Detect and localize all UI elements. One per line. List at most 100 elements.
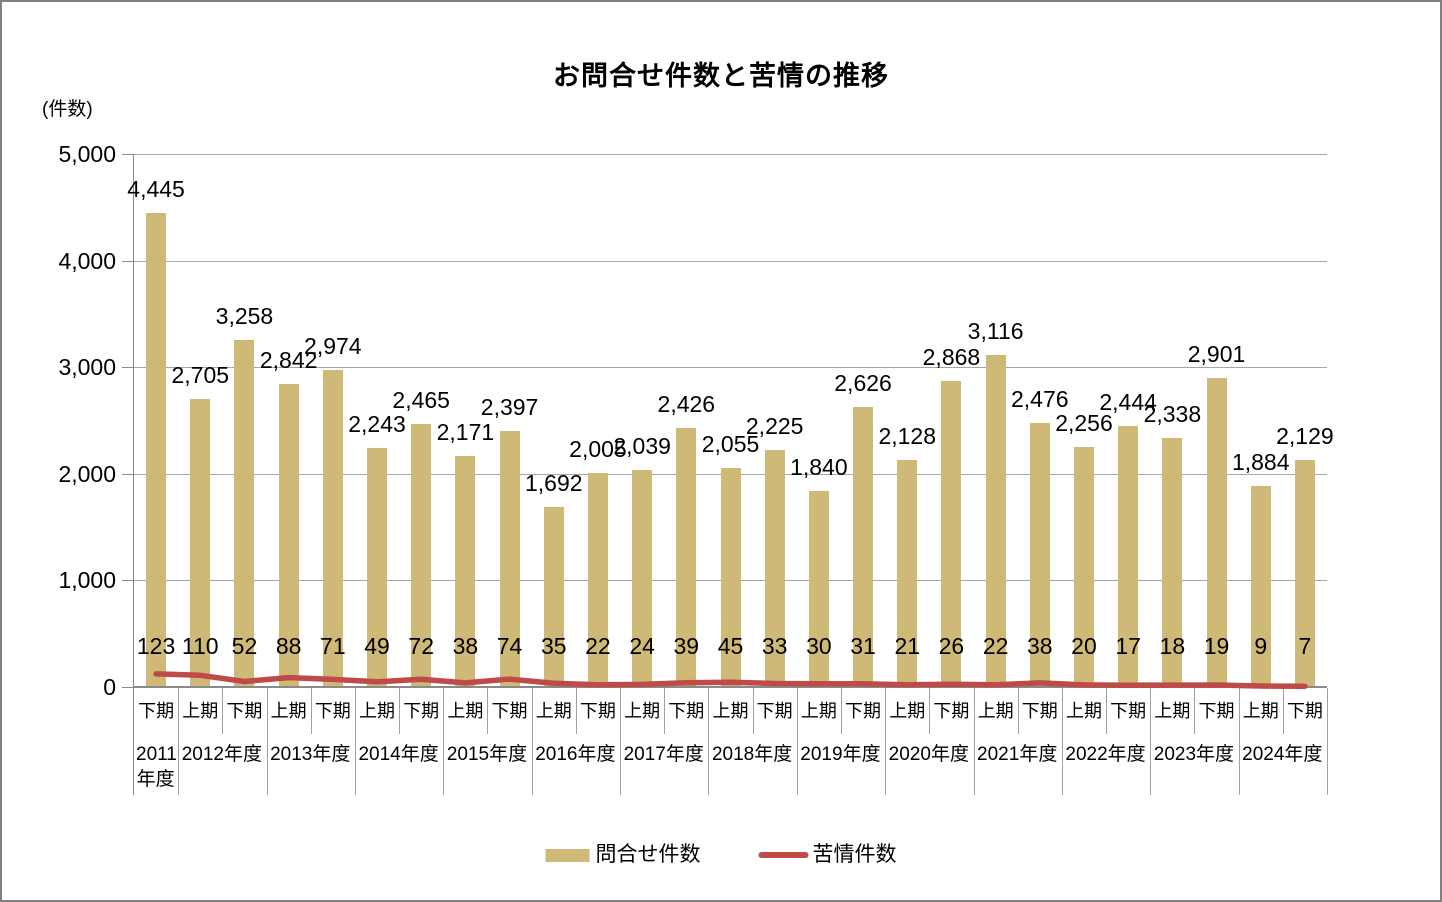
period-label: 下期 xyxy=(668,701,705,721)
bar xyxy=(676,428,697,687)
period-separator xyxy=(841,688,842,734)
complaint-value-label: 39 xyxy=(673,633,700,659)
bar-value-label: 2,476 xyxy=(1011,386,1069,413)
y-axis-tick xyxy=(122,474,134,475)
y-axis-tick-label: 5,000 xyxy=(58,141,116,167)
bar-value-label: 2,842 xyxy=(259,347,318,374)
bar xyxy=(411,424,432,687)
bar-value-label: 2,868 xyxy=(922,344,981,371)
y-axis-tick xyxy=(122,687,134,688)
period-label: 上期 xyxy=(624,701,661,721)
period-label: 上期 xyxy=(182,701,219,721)
year-separator xyxy=(355,688,356,795)
complaint-value-label: 35 xyxy=(540,633,567,659)
complaint-value-label: 22 xyxy=(982,633,1009,659)
bar xyxy=(764,449,785,687)
period-label: 上期 xyxy=(359,701,395,721)
bar xyxy=(367,447,388,687)
year-label: 2019年度 xyxy=(800,744,881,765)
y-axis-tick-label: 0 xyxy=(103,674,116,700)
complaint-value-label: 72 xyxy=(408,633,434,659)
bar xyxy=(941,381,962,687)
period-separator xyxy=(222,688,223,734)
y-axis-tick xyxy=(122,367,134,368)
period-label: 下期 xyxy=(933,701,970,721)
year-label: 2014年度 xyxy=(358,744,439,765)
bar-value-label: 2,129 xyxy=(1276,423,1334,450)
period-separator xyxy=(487,688,488,734)
y-axis-tick xyxy=(122,261,134,262)
legend-label-inquiries: 問合せ件数 xyxy=(595,843,701,866)
period-separator xyxy=(1194,688,1195,734)
bar-series-swatch-icon xyxy=(545,848,590,862)
year-label: 2021年度 xyxy=(977,744,1058,765)
bar-value-label: 2,225 xyxy=(745,412,804,439)
period-separator xyxy=(753,688,754,734)
period-label: 下期 xyxy=(403,701,440,721)
year-label: 2018年度 xyxy=(711,744,793,765)
complaint-value-label: 7 xyxy=(1298,633,1312,659)
y-axis-tick xyxy=(122,580,134,581)
bar-value-label: 2,039 xyxy=(613,432,671,459)
bar xyxy=(985,354,1006,687)
complaint-value-label: 38 xyxy=(452,633,479,659)
legend: 問合せ件数 苦情件数 xyxy=(545,842,897,868)
bar xyxy=(190,398,211,687)
bar xyxy=(234,339,255,687)
bar xyxy=(808,490,829,687)
bar xyxy=(455,455,476,687)
period-label: 下期 xyxy=(1286,701,1323,721)
period-separator xyxy=(399,688,400,734)
year-separator xyxy=(708,688,709,795)
y-axis-tick-label: 3,000 xyxy=(58,354,116,380)
period-label: 上期 xyxy=(977,701,1014,721)
complaint-value-label: 88 xyxy=(275,633,302,659)
period-label: 下期 xyxy=(1198,701,1235,721)
bar-value-label: 3,258 xyxy=(215,302,274,329)
period-label: 下期 xyxy=(138,701,175,721)
bar xyxy=(897,460,918,687)
year-label: 2012年度 xyxy=(181,744,262,765)
complaint-value-label: 20 xyxy=(1071,633,1097,659)
bar-value-label: 3,116 xyxy=(967,317,1024,344)
period-separator xyxy=(1283,688,1284,734)
y-axis-tick xyxy=(122,154,134,155)
complaint-value-label: 26 xyxy=(938,633,965,659)
period-label: 上期 xyxy=(800,701,837,721)
complaint-value-label: 123 xyxy=(136,633,176,659)
complaint-value-label: 24 xyxy=(629,633,655,659)
period-label: 上期 xyxy=(889,701,926,721)
gridline xyxy=(134,367,1327,368)
complaint-value-label: 31 xyxy=(850,633,876,659)
x-axis-line xyxy=(134,686,1327,688)
period-label: 下期 xyxy=(314,701,351,721)
period-separator xyxy=(311,688,312,734)
bar xyxy=(720,467,741,687)
bar xyxy=(1118,426,1139,687)
legend-item-inquiries: 問合せ件数 xyxy=(545,842,701,868)
period-separator xyxy=(664,688,665,734)
year-label: 2013年度 xyxy=(270,744,351,765)
period-label: 下期 xyxy=(756,701,793,721)
complaint-value-label: 110 xyxy=(181,633,219,659)
bar xyxy=(853,407,874,687)
bar-value-label: 1,692 xyxy=(524,469,583,496)
bar-value-label: 2,974 xyxy=(304,332,362,359)
complaint-value-label: 9 xyxy=(1254,633,1268,659)
bar xyxy=(587,473,608,687)
year-label: 2022年度 xyxy=(1065,744,1146,765)
bar-value-label: 2,705 xyxy=(171,361,230,388)
bar xyxy=(1206,377,1227,687)
year-label: 2016年度 xyxy=(535,744,616,765)
year-separator xyxy=(797,688,798,795)
period-label: 上期 xyxy=(270,701,307,721)
bar-value-label: 2,426 xyxy=(657,391,716,418)
bar-value-label: 2,901 xyxy=(1187,340,1246,367)
year-label: 2020年度 xyxy=(888,744,969,765)
year-label: 2023年度 xyxy=(1153,744,1235,765)
legend-item-complaints: 苦情件数 xyxy=(758,842,897,868)
bar-value-label: 2,626 xyxy=(834,370,892,397)
y-axis-unit-label: (件数) xyxy=(42,99,93,120)
